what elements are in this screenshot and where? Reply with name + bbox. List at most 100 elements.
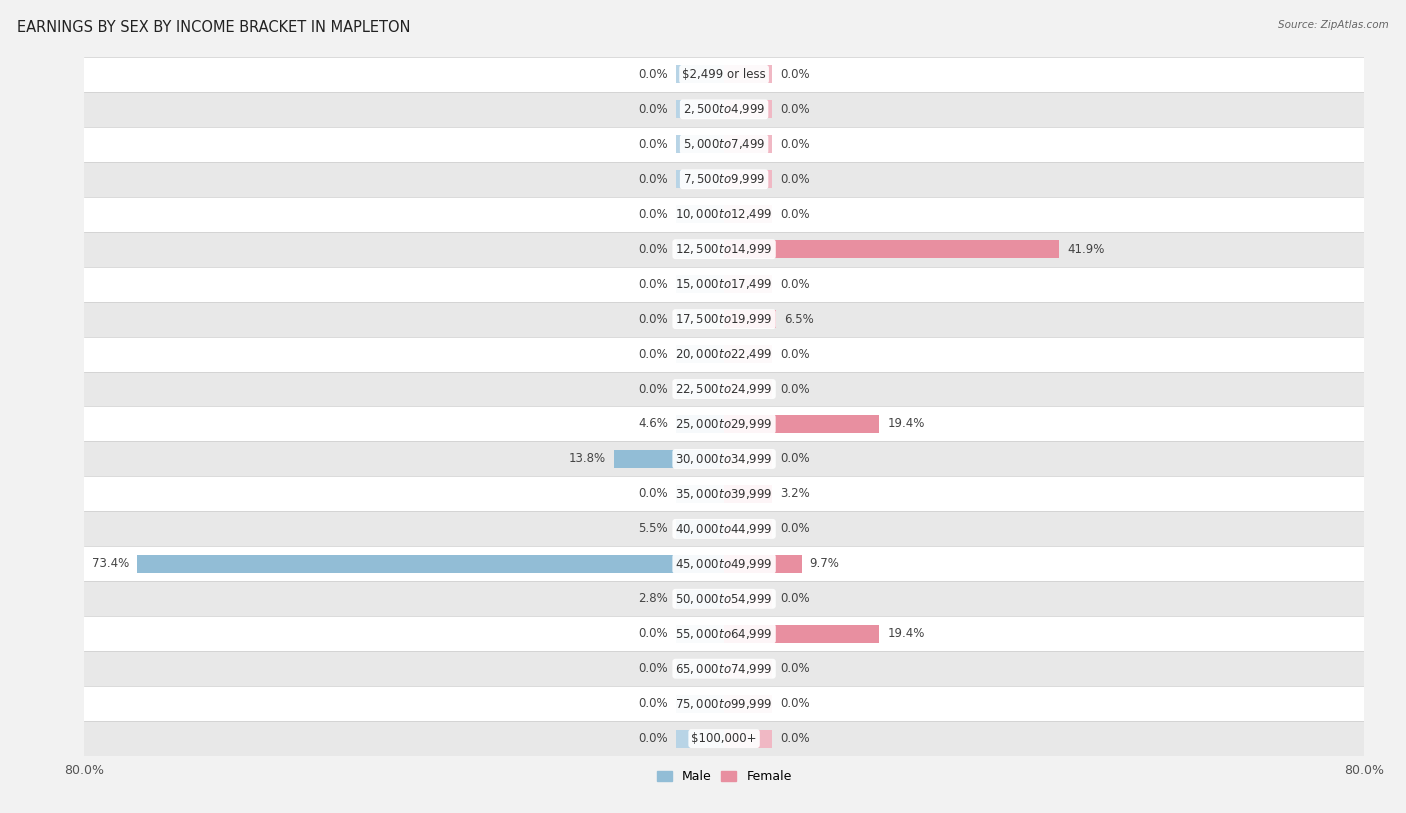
Text: 4.6%: 4.6% [638, 418, 668, 430]
Bar [84, 546, 1364, 581]
Bar [84, 651, 1364, 686]
Text: $2,499 or less: $2,499 or less [682, 68, 766, 80]
Text: 0.0%: 0.0% [780, 278, 810, 290]
Text: 0.0%: 0.0% [638, 733, 668, 745]
Text: $35,000 to $39,999: $35,000 to $39,999 [675, 487, 773, 501]
Bar [724, 205, 772, 224]
Bar [676, 310, 724, 328]
Bar [724, 170, 772, 189]
Text: 0.0%: 0.0% [638, 138, 668, 150]
Bar [676, 659, 724, 678]
Bar [676, 624, 724, 643]
Bar [676, 65, 724, 84]
Bar [676, 694, 724, 713]
Bar [676, 240, 724, 259]
Text: 13.8%: 13.8% [568, 453, 606, 465]
Bar [724, 65, 772, 84]
Bar [724, 240, 1059, 259]
Bar [84, 441, 1364, 476]
Bar [84, 511, 1364, 546]
Text: 0.0%: 0.0% [638, 348, 668, 360]
Text: 0.0%: 0.0% [638, 243, 668, 255]
Text: 0.0%: 0.0% [638, 173, 668, 185]
Text: 0.0%: 0.0% [780, 348, 810, 360]
Text: $50,000 to $54,999: $50,000 to $54,999 [675, 592, 773, 606]
Bar [724, 485, 772, 503]
Text: 0.0%: 0.0% [638, 278, 668, 290]
Bar [724, 694, 772, 713]
Bar [724, 554, 801, 573]
Text: 6.5%: 6.5% [785, 313, 814, 325]
Text: $22,500 to $24,999: $22,500 to $24,999 [675, 382, 773, 396]
Bar [724, 520, 772, 538]
Text: 0.0%: 0.0% [780, 593, 810, 605]
Bar [84, 57, 1364, 92]
Bar [724, 275, 772, 293]
Text: 0.0%: 0.0% [780, 663, 810, 675]
Text: 2.8%: 2.8% [638, 593, 668, 605]
Bar [676, 589, 724, 608]
Bar [676, 205, 724, 224]
Bar [724, 450, 772, 468]
Text: $20,000 to $22,499: $20,000 to $22,499 [675, 347, 773, 361]
Legend: Male, Female: Male, Female [651, 765, 797, 789]
Text: $25,000 to $29,999: $25,000 to $29,999 [675, 417, 773, 431]
Bar [724, 345, 772, 363]
Text: $2,500 to $4,999: $2,500 to $4,999 [683, 102, 765, 116]
Bar [676, 380, 724, 398]
Text: 0.0%: 0.0% [780, 523, 810, 535]
Bar [84, 267, 1364, 302]
Text: Source: ZipAtlas.com: Source: ZipAtlas.com [1278, 20, 1389, 30]
Bar [84, 686, 1364, 721]
Text: $10,000 to $12,499: $10,000 to $12,499 [675, 207, 773, 221]
Text: 0.0%: 0.0% [638, 663, 668, 675]
Bar [84, 372, 1364, 406]
Text: 0.0%: 0.0% [780, 68, 810, 80]
Bar [84, 162, 1364, 197]
Bar [84, 476, 1364, 511]
Text: EARNINGS BY SEX BY INCOME BRACKET IN MAPLETON: EARNINGS BY SEX BY INCOME BRACKET IN MAP… [17, 20, 411, 35]
Text: 41.9%: 41.9% [1067, 243, 1105, 255]
Bar [676, 485, 724, 503]
Text: $45,000 to $49,999: $45,000 to $49,999 [675, 557, 773, 571]
Text: $100,000+: $100,000+ [692, 733, 756, 745]
Text: $17,500 to $19,999: $17,500 to $19,999 [675, 312, 773, 326]
Text: 0.0%: 0.0% [780, 208, 810, 220]
Text: $15,000 to $17,499: $15,000 to $17,499 [675, 277, 773, 291]
Bar [676, 100, 724, 119]
Bar [724, 729, 772, 748]
Bar [84, 406, 1364, 441]
Bar [676, 275, 724, 293]
Bar [84, 127, 1364, 162]
Text: 3.2%: 3.2% [780, 488, 810, 500]
Text: 0.0%: 0.0% [780, 453, 810, 465]
Text: 0.0%: 0.0% [780, 103, 810, 115]
Bar [724, 100, 772, 119]
Text: $65,000 to $74,999: $65,000 to $74,999 [675, 662, 773, 676]
Text: 73.4%: 73.4% [91, 558, 129, 570]
Bar [724, 135, 772, 154]
Bar [676, 415, 724, 433]
Text: 0.0%: 0.0% [638, 628, 668, 640]
Text: 0.0%: 0.0% [638, 208, 668, 220]
Text: $40,000 to $44,999: $40,000 to $44,999 [675, 522, 773, 536]
Text: $7,500 to $9,999: $7,500 to $9,999 [683, 172, 765, 186]
Bar [676, 520, 724, 538]
Text: 0.0%: 0.0% [780, 173, 810, 185]
Text: $75,000 to $99,999: $75,000 to $99,999 [675, 697, 773, 711]
Text: 0.0%: 0.0% [638, 488, 668, 500]
Bar [84, 197, 1364, 232]
Bar [84, 302, 1364, 337]
Text: $12,500 to $14,999: $12,500 to $14,999 [675, 242, 773, 256]
Bar [724, 415, 879, 433]
Bar [614, 450, 724, 468]
Bar [724, 380, 772, 398]
Text: 0.0%: 0.0% [780, 698, 810, 710]
Text: 0.0%: 0.0% [780, 733, 810, 745]
Bar [84, 616, 1364, 651]
Bar [84, 721, 1364, 756]
Bar [724, 624, 879, 643]
Text: 9.7%: 9.7% [810, 558, 839, 570]
Text: 19.4%: 19.4% [887, 628, 925, 640]
Bar [84, 232, 1364, 267]
